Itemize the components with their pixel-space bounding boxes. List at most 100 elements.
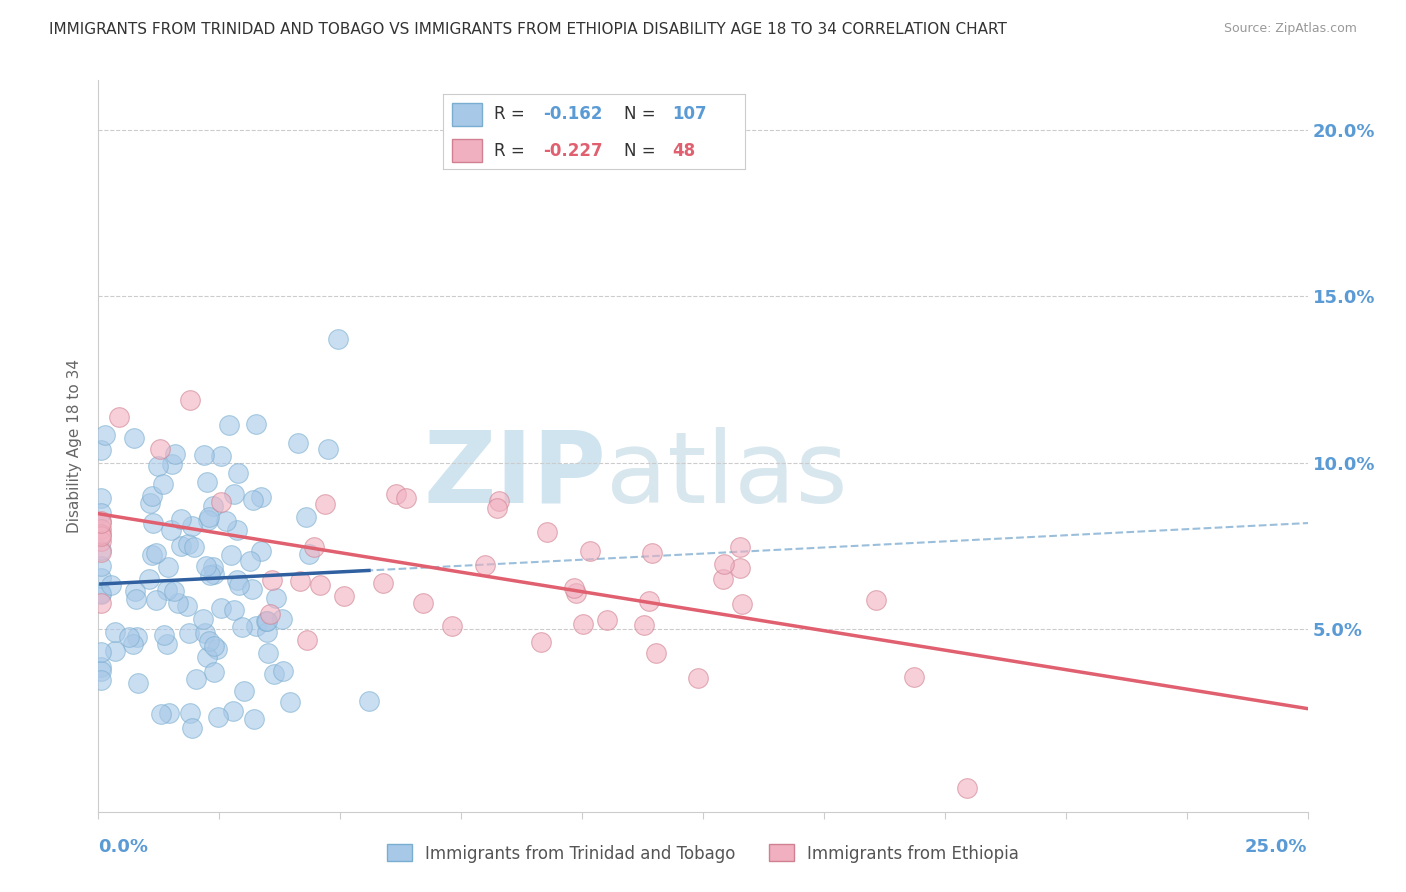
Point: [226, 467, 249, 481]
Point: [711, 572, 734, 586]
Point: [256, 614, 278, 628]
Point: [194, 558, 217, 573]
Point: [90, 596, 112, 610]
Point: [198, 510, 221, 524]
Point: [177, 537, 200, 551]
Point: [159, 523, 181, 537]
Point: [288, 574, 311, 589]
Point: [865, 592, 887, 607]
Point: [202, 665, 225, 680]
Point: [90, 545, 112, 559]
Text: 107: 107: [672, 105, 707, 123]
Point: [90, 522, 112, 536]
Point: [239, 554, 262, 568]
Point: [145, 592, 167, 607]
Point: [139, 496, 162, 510]
Point: [90, 645, 112, 659]
Point: [221, 548, 243, 562]
Point: [209, 600, 232, 615]
Point: [90, 571, 112, 585]
Point: [686, 671, 709, 685]
Point: [90, 491, 112, 506]
Point: [242, 492, 264, 507]
FancyBboxPatch shape: [451, 103, 482, 126]
Point: [90, 527, 112, 541]
Point: [141, 489, 163, 503]
Point: [93, 428, 115, 442]
Point: [90, 528, 112, 542]
Point: [165, 447, 187, 461]
Point: [202, 560, 225, 574]
Point: [225, 523, 247, 537]
Point: [572, 617, 595, 632]
Point: [249, 544, 271, 558]
FancyBboxPatch shape: [451, 139, 482, 161]
Point: [170, 512, 193, 526]
Point: [240, 582, 263, 596]
Point: [245, 417, 267, 431]
Point: [564, 582, 586, 596]
Point: [90, 587, 112, 601]
Point: [641, 545, 664, 559]
Text: Source: ZipAtlas.com: Source: ZipAtlas.com: [1223, 22, 1357, 36]
Point: [150, 707, 173, 722]
Text: R =: R =: [495, 105, 524, 123]
Text: atlas: atlas: [606, 426, 848, 524]
Point: [90, 443, 112, 458]
Point: [485, 501, 508, 516]
Point: [263, 666, 285, 681]
Point: [176, 599, 198, 614]
Point: [141, 548, 163, 562]
Point: [138, 572, 160, 586]
Point: [302, 540, 325, 554]
Point: [243, 712, 266, 726]
Point: [201, 499, 224, 513]
Point: [146, 459, 169, 474]
Point: [224, 487, 246, 501]
Point: [179, 626, 201, 640]
Point: [326, 332, 349, 346]
Point: [121, 637, 143, 651]
Point: [156, 637, 179, 651]
Point: [195, 650, 218, 665]
Point: [194, 625, 217, 640]
Point: [104, 625, 127, 640]
Text: IMMIGRANTS FROM TRINIDAD AND TOBAGO VS IMMIGRANTS FROM ETHIOPIA DISABILITY AGE 1: IMMIGRANTS FROM TRINIDAD AND TOBAGO VS I…: [49, 22, 1007, 37]
Point: [371, 575, 394, 590]
Text: N =: N =: [624, 105, 655, 123]
Point: [333, 589, 356, 603]
Point: [90, 506, 112, 520]
Point: [357, 694, 380, 708]
Point: [90, 585, 112, 599]
Point: [200, 568, 222, 582]
Point: [271, 612, 294, 626]
Point: [90, 664, 112, 678]
Point: [179, 393, 201, 408]
Point: [170, 539, 193, 553]
Point: [181, 519, 204, 533]
Point: [104, 644, 127, 658]
Point: [228, 578, 250, 592]
Point: [108, 410, 131, 425]
Point: [100, 578, 122, 592]
Point: [207, 710, 229, 724]
Point: [202, 639, 225, 653]
Point: [183, 541, 205, 555]
Point: [488, 493, 510, 508]
Point: [124, 583, 146, 598]
Point: [309, 578, 332, 592]
Point: [214, 514, 236, 528]
Point: [316, 442, 339, 457]
Point: [90, 659, 112, 673]
Point: [90, 533, 112, 548]
Point: [395, 491, 418, 506]
Point: [565, 586, 588, 600]
Point: [90, 514, 112, 528]
Text: 0.0%: 0.0%: [98, 838, 149, 856]
Point: [166, 595, 188, 609]
Point: [645, 646, 668, 660]
Point: [222, 705, 245, 719]
Point: [633, 617, 655, 632]
Point: [193, 448, 215, 462]
Point: [314, 496, 336, 510]
